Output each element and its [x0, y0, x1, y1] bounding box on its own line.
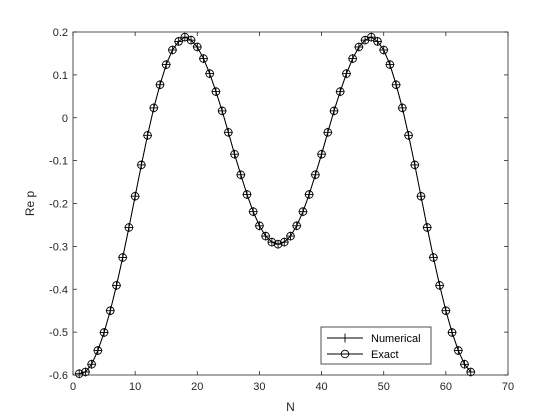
legend-entry-numerical: Numerical — [327, 333, 421, 345]
data-point-exact — [217, 106, 227, 116]
data-point-exact — [273, 239, 283, 249]
x-tick-label: 40 — [315, 381, 327, 393]
data-point-exact — [317, 149, 326, 159]
x-tick-label: 20 — [191, 381, 203, 393]
x-tick-label: 70 — [502, 381, 514, 393]
data-point-exact — [81, 367, 90, 377]
data-point-exact — [466, 367, 475, 377]
data-point-exact — [329, 106, 339, 116]
data-point-exact — [186, 35, 196, 45]
data-point-exact — [74, 369, 84, 378]
y-tick-label: -0.3 — [49, 241, 68, 253]
data-point-exact — [124, 223, 134, 232]
y-tick-label: 0.1 — [53, 70, 68, 82]
x-axis-ticks: 0 10 20 30 40 50 60 70 — [70, 32, 514, 393]
data-point-exact — [242, 190, 252, 199]
data-point-exact — [385, 60, 395, 69]
data-point-exact — [373, 37, 382, 46]
y-tick-label: -0.4 — [49, 284, 68, 296]
x-tick-label: 60 — [440, 381, 452, 393]
data-point-exact — [149, 103, 159, 113]
data-point-exact — [292, 221, 301, 231]
data-point-exact — [211, 87, 221, 96]
data-point-exact — [93, 346, 103, 355]
y-tick-label: -0.2 — [49, 199, 68, 211]
data-point-exact — [248, 207, 258, 216]
data-point-exact — [416, 191, 426, 201]
y-tick-label: -0.6 — [49, 370, 68, 382]
x-axis-label: N — [286, 400, 295, 414]
y-tick-label: -0.1 — [49, 156, 68, 168]
y-axis-label: Re p — [23, 191, 37, 217]
data-point-exact — [422, 223, 432, 232]
data-point-exact — [224, 128, 233, 137]
series-layer — [74, 32, 476, 379]
data-point-exact — [354, 42, 364, 52]
data-point-exact — [447, 328, 457, 337]
data-point-exact — [143, 131, 152, 140]
data-point-exact — [460, 360, 469, 369]
data-point-exact — [168, 45, 177, 55]
data-point-exact — [429, 253, 438, 262]
data-point-exact — [367, 32, 376, 42]
data-point-exact — [155, 80, 165, 89]
data-point-exact — [323, 128, 333, 137]
data-point-exact — [261, 231, 270, 241]
data-point-exact — [454, 346, 463, 355]
data-point-exact — [137, 160, 146, 170]
data-point-exact — [348, 54, 357, 63]
legend-marker-exact — [340, 349, 350, 359]
series-line-exact — [79, 36, 472, 375]
data-point-exact — [130, 191, 140, 201]
data-point-exact — [267, 237, 277, 247]
data-point-exact — [236, 170, 246, 180]
data-point-exact — [230, 149, 239, 159]
data-point-exact — [391, 80, 401, 89]
data-point-exact — [298, 207, 308, 216]
plot-area — [73, 32, 508, 375]
data-point-exact — [87, 360, 96, 369]
legend-box — [320, 326, 432, 365]
data-point-exact — [161, 60, 171, 69]
data-point-exact — [99, 328, 109, 337]
y-axis-ticks: -0.6 -0.5 -0.4 -0.3 -0.2 -0.1 0 0.1 0.2 — [49, 27, 508, 382]
legend: Numerical Exact — [320, 326, 432, 365]
data-point-exact — [441, 306, 451, 315]
data-point-exact — [435, 281, 444, 290]
x-tick-label: 0 — [70, 381, 76, 393]
data-point-exact — [286, 231, 295, 241]
x-tick-label: 50 — [378, 381, 390, 393]
legend-marker-numerical — [340, 333, 350, 343]
x-tick-label: 10 — [129, 381, 141, 393]
data-point-exact — [174, 37, 183, 46]
data-point-exact — [280, 237, 289, 247]
data-point-exact — [379, 45, 388, 55]
y-tick-label: 0 — [62, 113, 68, 125]
data-point-exact — [304, 190, 314, 199]
legend-entry-exact: Exact — [327, 349, 399, 361]
data-point-exact — [118, 253, 127, 262]
data-point-exact — [404, 131, 413, 140]
data-point-exact — [199, 54, 208, 63]
legend-label-exact: Exact — [371, 349, 399, 361]
y-tick-label: 0.2 — [53, 27, 68, 39]
data-point-exact — [335, 87, 345, 96]
data-point-exact — [112, 281, 121, 290]
data-point-exact — [193, 42, 202, 52]
legend-label-numerical: Numerical — [371, 333, 421, 345]
data-point-exact — [205, 69, 214, 78]
x-tick-label: 30 — [253, 381, 265, 393]
data-point-exact — [255, 221, 264, 231]
data-point-exact — [342, 69, 351, 78]
data-point-exact — [410, 160, 420, 170]
y-tick-label: -0.5 — [49, 327, 68, 339]
data-point-exact — [311, 170, 320, 180]
data-point-exact — [106, 306, 115, 315]
data-point-exact — [398, 103, 407, 113]
